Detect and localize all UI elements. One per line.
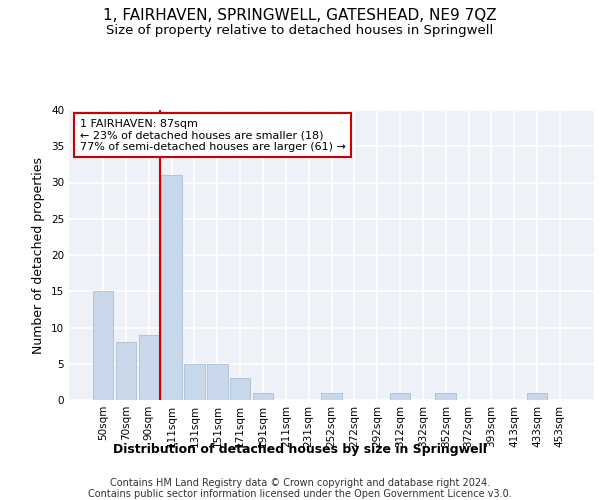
Bar (321, 393, 342, 400)
Text: Contains HM Land Registry data © Crown copyright and database right 2024.: Contains HM Land Registry data © Crown c… (110, 478, 490, 488)
Text: Size of property relative to detached houses in Springwell: Size of property relative to detached ho… (106, 24, 494, 37)
Y-axis label: Number of detached properties: Number of detached properties (32, 156, 46, 354)
Bar (93, 291, 113, 400)
Text: 1, FAIRHAVEN, SPRINGWELL, GATESHEAD, NE9 7QZ: 1, FAIRHAVEN, SPRINGWELL, GATESHEAD, NE9… (103, 8, 497, 22)
Bar (184, 364, 205, 400)
Bar (139, 335, 159, 400)
Bar (436, 393, 456, 400)
Bar (207, 364, 227, 400)
Text: Distribution of detached houses by size in Springwell: Distribution of detached houses by size … (113, 442, 487, 456)
Bar (161, 176, 182, 400)
Text: 1 FAIRHAVEN: 87sqm
← 23% of detached houses are smaller (18)
77% of semi-detache: 1 FAIRHAVEN: 87sqm ← 23% of detached hou… (79, 118, 346, 152)
Bar (527, 393, 547, 400)
Bar (116, 342, 136, 400)
Bar (253, 393, 273, 400)
Bar (230, 378, 250, 400)
Text: Contains public sector information licensed under the Open Government Licence v3: Contains public sector information licen… (88, 489, 512, 499)
Bar (390, 393, 410, 400)
